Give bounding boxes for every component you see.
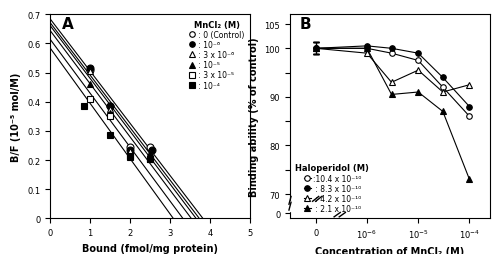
Y-axis label: Binding ability (% of control): Binding ability (% of control) xyxy=(249,37,259,196)
Y-axis label: B/F (10⁻⁵ mol/M): B/F (10⁻⁵ mol/M) xyxy=(12,72,22,161)
Legend: :10.4 x 10⁻¹⁰,  : 8.3 x 10⁻¹⁰,  : 4.2 x 10⁻¹⁰,  : 2.1 x 10⁻¹⁰: :10.4 x 10⁻¹⁰, : 8.3 x 10⁻¹⁰, : 4.2 x 10… xyxy=(294,162,371,215)
X-axis label: Bound (fmol/mg protein): Bound (fmol/mg protein) xyxy=(82,243,218,252)
Bar xyxy=(289,201,291,211)
Text: B: B xyxy=(300,17,312,32)
X-axis label: Concentration of MnCl₂ (M): Concentration of MnCl₂ (M) xyxy=(316,246,464,254)
Legend:  : 0 (Control),  : 10⁻⁶,  : 3 x 10⁻⁶,  : 10⁻⁵,  : 3 x 10⁻⁵,  : 10⁻⁴: : 0 (Control), : 10⁻⁶, : 3 x 10⁻⁶, : 10⁻… xyxy=(187,19,246,92)
Text: A: A xyxy=(62,17,74,32)
